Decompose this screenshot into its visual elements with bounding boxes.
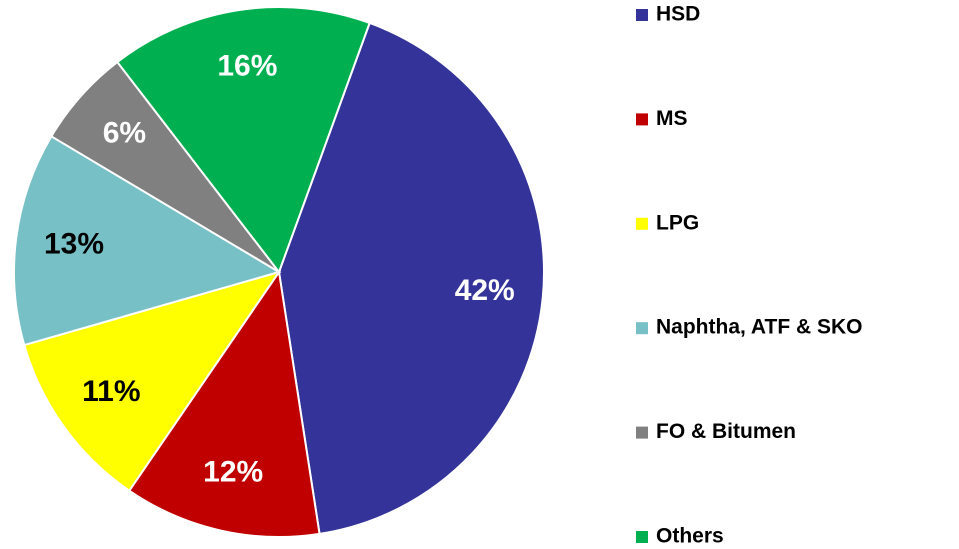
data-label: 6%: [103, 117, 146, 150]
legend-label: LPG: [656, 211, 699, 234]
legend-swatch: [636, 113, 648, 126]
pie-slice: [127, 269, 321, 538]
legend-swatch: [636, 426, 648, 439]
data-label: 16%: [217, 50, 277, 83]
legend-label: Others: [656, 525, 724, 548]
data-label: 42%: [455, 274, 515, 307]
legend-swatch: [636, 217, 648, 230]
legend-swatch: [636, 9, 648, 21]
pie-slice: [23, 270, 282, 493]
legend-label: FO & Bitumen: [656, 420, 796, 443]
data-label: 12%: [203, 455, 263, 488]
data-label: 13%: [44, 227, 104, 260]
legend-label: Naphtha, ATF & SKO: [656, 316, 863, 339]
legend-label: HSD: [656, 3, 700, 26]
pie-slice: [115, 6, 371, 275]
pie-slice: [277, 21, 545, 536]
data-label: 11%: [82, 375, 140, 408]
legend-label: MS: [656, 107, 688, 130]
pie-slice: [13, 134, 282, 347]
legend-swatch: [636, 322, 648, 335]
legend-swatch: [636, 531, 648, 543]
